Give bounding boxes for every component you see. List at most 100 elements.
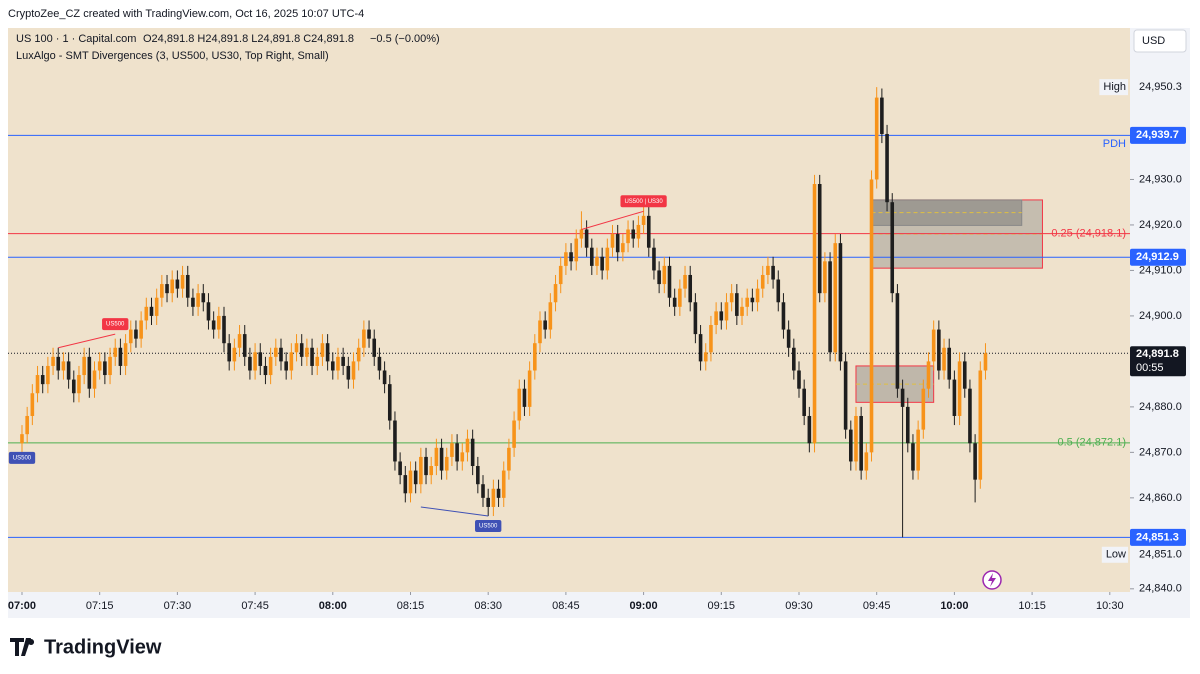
- y-tick-label: 24,870.0: [1139, 446, 1182, 458]
- candle-body: [678, 288, 682, 307]
- candle-body: [646, 215, 651, 248]
- candle-body: [196, 293, 200, 307]
- candle-body: [636, 224, 641, 239]
- candle-body: [450, 443, 454, 457]
- candle-body: [802, 388, 806, 416]
- price-axis: [1130, 28, 1190, 618]
- candle-body: [823, 261, 827, 294]
- candle-body: [558, 265, 563, 285]
- candle-body: [553, 284, 558, 303]
- candle-body: [517, 388, 522, 421]
- candle-body: [144, 306, 149, 321]
- candle-body: [486, 497, 490, 507]
- candle-body: [108, 356, 112, 376]
- level-tag-box: [1099, 79, 1128, 96]
- candle-body: [968, 388, 972, 444]
- candle-body: [931, 329, 936, 362]
- price-badge: [1130, 346, 1186, 377]
- candle-body: [149, 306, 154, 316]
- candle-body: [854, 415, 858, 462]
- currency[interactable]: USD: [1142, 35, 1165, 47]
- candle-body: [724, 302, 729, 321]
- candle-body: [885, 133, 889, 203]
- x-tick-label: 10:15: [1018, 600, 1046, 612]
- candle-body: [481, 484, 485, 498]
- candle-body: [408, 470, 413, 494]
- candle-body: [595, 256, 599, 266]
- x-tick-label: 08:30: [474, 600, 502, 612]
- candle-body: [118, 347, 123, 366]
- level-tag: PDH: [1103, 138, 1126, 150]
- candle-body: [87, 356, 92, 389]
- x-tick-label: 07:00: [8, 600, 36, 612]
- candle-body: [398, 461, 402, 476]
- y-tick-label: 24,910.0: [1139, 264, 1182, 276]
- plot: [8, 87, 1130, 538]
- candle-body: [413, 470, 418, 485]
- candle-body: [615, 234, 620, 253]
- candle-body: [362, 329, 366, 348]
- candle-body: [325, 343, 330, 362]
- candle-body: [937, 329, 941, 371]
- candle-body: [564, 252, 568, 266]
- candle-body: [740, 306, 744, 316]
- candle-body: [424, 456, 428, 476]
- candle-body: [983, 353, 988, 371]
- candle-body: [496, 488, 501, 498]
- symbol: US 100 · 1 · Capital.com: [16, 33, 136, 45]
- candle-body: [51, 356, 55, 366]
- level-tag: High: [1103, 81, 1126, 93]
- candle-body: [548, 302, 553, 330]
- logo-mark: [10, 638, 35, 656]
- candle-body: [766, 265, 770, 275]
- x-tick-label: 08:00: [319, 600, 347, 612]
- candle-body: [25, 415, 29, 435]
- currency-box[interactable]: [1133, 29, 1187, 53]
- price-badge: [1130, 126, 1186, 144]
- candle-body: [709, 325, 713, 353]
- divergence-label: US500 | US30: [624, 199, 663, 205]
- candle-body: [71, 379, 76, 394]
- candle-body: [123, 343, 128, 366]
- y-tick-label: 24,920.0: [1139, 219, 1182, 231]
- ohlc: O24,891.8 H24,891.8 L24,891.8 C24,891.8: [143, 33, 354, 45]
- candle-body: [367, 329, 371, 339]
- candle-body: [859, 415, 863, 471]
- candle-body: [589, 247, 594, 266]
- y-tick-label: 24,880.0: [1139, 401, 1182, 413]
- candle-body: [403, 475, 408, 494]
- candle-body: [336, 356, 340, 371]
- x-tick-label: 09:30: [785, 600, 813, 612]
- price-badge-label: 24,939.7: [1136, 129, 1179, 141]
- candle-body: [46, 365, 50, 385]
- alert-bolt: [988, 573, 996, 587]
- divergence-label: US500: [106, 322, 125, 328]
- candle-body: [833, 243, 838, 353]
- candle-body: [175, 279, 180, 289]
- candle-body: [797, 370, 801, 389]
- candle-body: [82, 356, 86, 376]
- candle-body: [61, 361, 66, 371]
- candle-body: [641, 215, 646, 225]
- candle-body: [890, 202, 895, 294]
- candle-body: [30, 393, 35, 416]
- candle-body: [501, 470, 506, 498]
- candle-body: [165, 284, 169, 294]
- candle-body: [538, 320, 542, 344]
- candle-body: [569, 252, 573, 262]
- candle-body: [911, 443, 915, 471]
- candle-body: [905, 406, 910, 444]
- candle-body: [217, 315, 221, 330]
- price-badge: [1130, 248, 1186, 266]
- candle-body: [139, 320, 143, 339]
- candle-body: [185, 274, 190, 298]
- candle-body: [439, 447, 444, 471]
- candle-body: [310, 347, 314, 366]
- candle-body: [729, 293, 734, 303]
- candle-body: [289, 352, 294, 371]
- divergence-badge: [102, 318, 129, 331]
- candle-body: [237, 334, 242, 348]
- candle-body: [341, 356, 345, 366]
